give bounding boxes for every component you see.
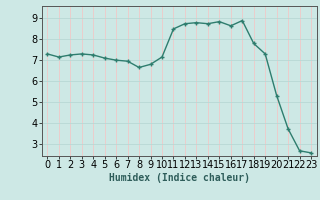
X-axis label: Humidex (Indice chaleur): Humidex (Indice chaleur) — [109, 173, 250, 183]
